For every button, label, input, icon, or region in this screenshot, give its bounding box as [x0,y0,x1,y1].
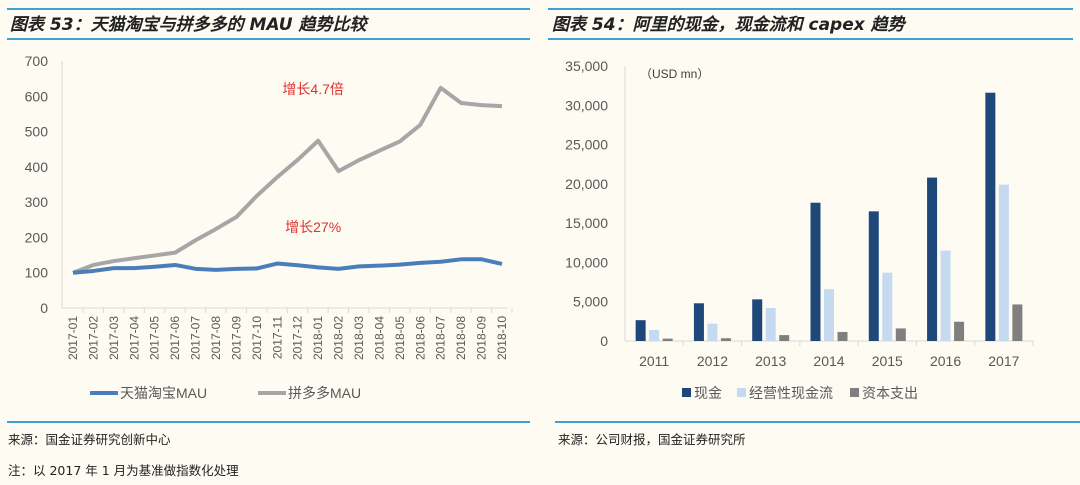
x-tick-label: 2018-02 [332,316,346,360]
bar-2014-现金 [810,202,821,341]
legend-label: 拼多多MAU [288,385,361,401]
y-tick-label: 0 [40,300,48,316]
series-line-天猫淘宝MAU [72,257,503,275]
bar-2013-资本支出 [779,335,790,341]
legend-label: 现金 [694,385,722,401]
legend-label: 天猫淘宝MAU [120,385,207,401]
bar-2014-资本支出 [837,331,848,341]
annotation-1: 增长27% [285,219,341,235]
x-tick-label: 2018-04 [372,316,386,360]
x-tick-label: 2011 [639,353,669,369]
y-tick-label: 0 [600,333,608,349]
y-tick-label: 10,000 [565,254,608,270]
right-source-rule [555,421,1080,423]
y-tick-label: 35,000 [565,58,608,74]
bar-2017-经营性现金流 [998,184,1009,341]
right-chart-title: 图表 54：阿里的现金，现金流和 capex 趋势 [552,15,905,35]
legend-label: 经营性现金流 [749,385,833,401]
line-chart-mau: 0 100 200 300 400 500 600 700 2017-01 2017-02 2017… [25,53,513,401]
x-tick-label: 2013 [755,353,786,369]
x-tick-label: 2017-06 [168,316,182,360]
y-tick-label: 25,000 [565,137,608,153]
legend-swatch-现金 [682,388,691,397]
bar-2015-经营性现金流 [882,272,893,341]
x-tick-label: 2014 [813,353,844,369]
bar-2015-资本支出 [895,328,906,341]
bar-2017-现金 [985,92,996,341]
y-tick-label: 200 [25,229,49,245]
right-source: 来源：公司财报，国金证券研究所 [558,432,746,447]
x-tick-label: 2015 [872,353,903,369]
x-tick-label: 2017-04 [127,316,141,360]
x-tick-label: 2017-07 [189,316,203,360]
annotation-0: 增长4.7倍 [282,81,343,97]
y-tick-label: 700 [25,53,49,69]
unit-label: （USD mn） [640,67,709,81]
bar-2016-资本支出 [954,321,965,341]
legend-label: 资本支出 [862,385,918,401]
x-tick-label: 2017-10 [250,316,264,360]
left-chart-title: 图表 53：天猫淘宝与拼多多的 MAU 趋势比较 [10,15,367,35]
x-tick-label: 2018-07 [434,316,448,360]
x-tick-label: 2018-08 [454,316,468,360]
left-source: 来源：国金证券研究创新中心 [8,432,171,447]
y-tick-label: 500 [25,124,49,140]
left-note: 注：以 2017 年 1 月为基准做指数化处理 [8,463,239,478]
bar-2016-经营性现金流 [940,250,951,341]
bar-2016-现金 [927,177,938,341]
y-tick-label: 15,000 [565,215,608,231]
x-tick-label: 2018-09 [475,316,489,360]
left-title-bottom-rule [7,38,530,40]
y-tick-label: 300 [25,194,49,210]
x-tick-label: 2018-05 [393,316,407,360]
bar-2013-现金 [752,299,763,341]
y-tick-label: 5,000 [573,294,608,310]
x-tick-label: 2017-05 [148,316,162,360]
legend-swatch-资本支出 [850,388,859,397]
x-tick-label: 2017-03 [107,316,121,360]
bar-2015-现金 [868,211,879,341]
legend-swatch-经营性现金流 [737,388,746,397]
right-title-top-rule [548,8,1073,10]
y-tick-label: 30,000 [565,97,608,113]
bar-2014-经营性现金流 [824,289,834,341]
x-tick-label: 2017-08 [209,316,223,360]
bar-2013-经营性现金流 [765,308,776,341]
right-title-bottom-rule [548,38,1073,40]
x-tick-label: 2016 [930,353,961,369]
left-title-top-rule [7,8,530,10]
y-tick-label: 100 [25,265,49,281]
x-tick-label: 2018-10 [495,316,509,360]
x-tick-label: 2017-01 [66,316,80,360]
left-source-rule [7,421,530,423]
bar-2017-资本支出 [1012,304,1023,341]
x-tick-label: 2018-06 [413,316,427,360]
y-tick-label: 600 [25,88,49,104]
y-tick-label: 400 [25,159,49,175]
x-tick-label: 2018-03 [352,316,366,360]
bar-2012-现金 [693,303,704,341]
series-line-拼多多MAU [72,85,503,275]
bar-2011-资本支出 [662,338,673,341]
y-tick-label: 20,000 [565,176,608,192]
bar-2012-经营性现金流 [707,323,718,341]
x-tick-label: 2017-09 [229,316,243,360]
bar-2011-经营性现金流 [649,330,660,341]
x-tick-label: 2017-11 [270,316,284,359]
x-tick-label: 2017-12 [291,316,305,360]
bar-chart-cash: 0 5,000 10,000 15,000 20,000 25,000 30,000 35,0… [565,58,1034,401]
x-tick-label: 2017 [988,353,1019,369]
x-tick-label: 2018-01 [311,316,325,360]
bar-2011-现金 [635,320,646,341]
x-tick-label: 2017-02 [86,316,100,360]
bar-2012-资本支出 [720,338,731,341]
x-tick-label: 2012 [697,353,728,369]
